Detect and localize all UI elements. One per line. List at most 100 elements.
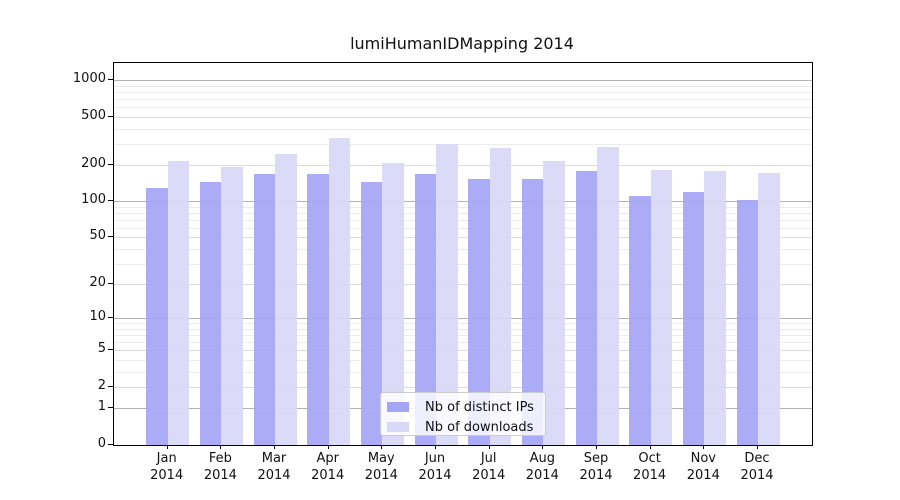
downloads-bar	[167, 160, 190, 445]
y-axis-tick-label: 0	[97, 436, 106, 451]
distinct-ips-bar	[468, 179, 490, 445]
y-grid-line	[114, 284, 812, 286]
y-axis-tick-label: 20	[89, 275, 106, 291]
x-tick-year: 2014	[740, 468, 774, 483]
y-axis-tick-label: 500	[81, 107, 106, 123]
y-grid-line	[114, 116, 812, 118]
downloads-bar	[758, 172, 780, 445]
downloads-bar	[543, 160, 565, 445]
y-tick-mark	[108, 386, 113, 387]
x-axis-tick-label: Oct 2014	[620, 450, 680, 484]
y-grid-minor-line	[114, 213, 812, 214]
chart-title: lumiHumanIDMapping 2014	[350, 34, 574, 53]
y-grid-minor-line	[114, 107, 812, 109]
x-tick-month: Sep	[583, 451, 609, 466]
downloads-bar	[436, 143, 458, 445]
x-axis-tick-label: Mar 2014	[244, 450, 304, 484]
x-tick-mark	[542, 445, 544, 449]
x-tick-month: Oct	[638, 451, 661, 466]
x-axis-tick-label: Apr 2014	[298, 450, 358, 484]
x-tick-month: Feb	[208, 451, 232, 466]
x-axis-tick-label: Jul 2014	[459, 450, 519, 484]
distinct-ips-bar	[629, 196, 651, 445]
y-grid-major-line	[114, 318, 812, 320]
y-axis-tick-label: 1000	[72, 71, 106, 87]
x-tick-mark	[381, 445, 383, 449]
y-grid-minor-line	[114, 248, 812, 250]
y-grid-minor-line	[114, 99, 812, 100]
y-grid-minor-line	[114, 227, 812, 229]
x-tick-month: Aug	[529, 451, 555, 466]
legend-item-distinct-ips: Nb of distinct IPs	[387, 399, 537, 415]
y-grid-line	[114, 350, 812, 352]
y-grid-minor-line	[114, 329, 812, 330]
downloads-bar	[704, 171, 726, 445]
y-grid-minor-line	[114, 206, 812, 208]
distinct-ips-bar	[736, 200, 758, 445]
distinct-ips-bar	[414, 173, 436, 445]
x-axis-tick-label: Jan 2014	[137, 450, 197, 484]
y-grid-line	[114, 237, 812, 239]
legend-item-downloads: Nb of downloads	[387, 419, 537, 435]
legend-label-distinct-ips: Nb of distinct IPs	[425, 399, 534, 415]
x-tick-year: 2014	[633, 468, 667, 483]
y-grid-minor-line	[114, 219, 812, 221]
x-tick-mark	[488, 445, 490, 449]
x-tick-year: 2014	[311, 468, 345, 483]
x-axis-tick-label: Dec 2014	[727, 450, 787, 484]
y-grid-minor-line	[114, 371, 812, 373]
x-tick-month: May	[367, 451, 395, 466]
y-tick-mark	[108, 200, 113, 202]
x-tick-mark	[327, 445, 329, 449]
y-grid-minor-line	[114, 360, 812, 361]
downloads-bar	[650, 170, 673, 445]
x-tick-month: Jul	[480, 451, 497, 466]
legend-swatch-distinct-ips	[387, 402, 409, 412]
y-tick-mark	[108, 407, 113, 409]
x-tick-year: 2014	[579, 468, 613, 483]
x-axis-tick-label: Nov 2014	[673, 450, 733, 484]
distinct-ips-bar	[146, 188, 168, 445]
distinct-ips-bar	[575, 171, 597, 445]
x-tick-year: 2014	[203, 468, 237, 483]
x-tick-year: 2014	[150, 468, 184, 483]
y-grid-major-line	[114, 80, 812, 82]
y-tick-mark	[108, 444, 113, 445]
distinct-ips-bar	[360, 181, 383, 445]
legend-label-downloads: Nb of downloads	[425, 419, 534, 435]
downloads-bar	[221, 166, 243, 445]
y-tick-mark	[108, 349, 113, 351]
x-tick-mark	[757, 445, 758, 449]
x-tick-year: 2014	[472, 468, 506, 483]
x-tick-month: Nov	[690, 451, 716, 466]
y-axis-tick-label: 100	[81, 192, 106, 208]
plot-area	[113, 62, 813, 446]
x-tick-mark	[274, 445, 275, 449]
y-axis-tick-label: 2	[97, 378, 106, 393]
x-tick-month: Mar	[261, 451, 287, 466]
legend-swatch-downloads	[387, 422, 409, 432]
distinct-ips-bar	[253, 173, 275, 445]
x-tick-year: 2014	[525, 468, 559, 483]
x-tick-year: 2014	[686, 468, 720, 483]
y-grid-major-line	[114, 201, 812, 203]
distinct-ips-bar	[521, 179, 544, 445]
x-tick-mark	[703, 445, 705, 449]
y-grid-line	[114, 165, 812, 166]
y-tick-mark	[108, 79, 113, 81]
y-tick-mark	[108, 236, 113, 238]
x-tick-mark	[220, 445, 222, 449]
y-axis-tick-label: 200	[81, 156, 106, 171]
y-grid-minor-line	[114, 85, 812, 87]
y-axis-tick-label: 50	[89, 228, 106, 244]
x-axis-tick-label: Jun 2014	[405, 450, 465, 484]
x-tick-mark	[166, 445, 168, 449]
x-tick-month: Jun	[424, 451, 446, 466]
downloads-bar	[382, 162, 404, 445]
x-tick-month: Dec	[744, 451, 770, 466]
y-grid-minor-line	[114, 92, 812, 93]
distinct-ips-bar	[199, 181, 222, 445]
y-grid-minor-line	[114, 342, 812, 344]
x-tick-month: Apr	[316, 451, 339, 466]
x-tick-year: 2014	[418, 468, 452, 483]
